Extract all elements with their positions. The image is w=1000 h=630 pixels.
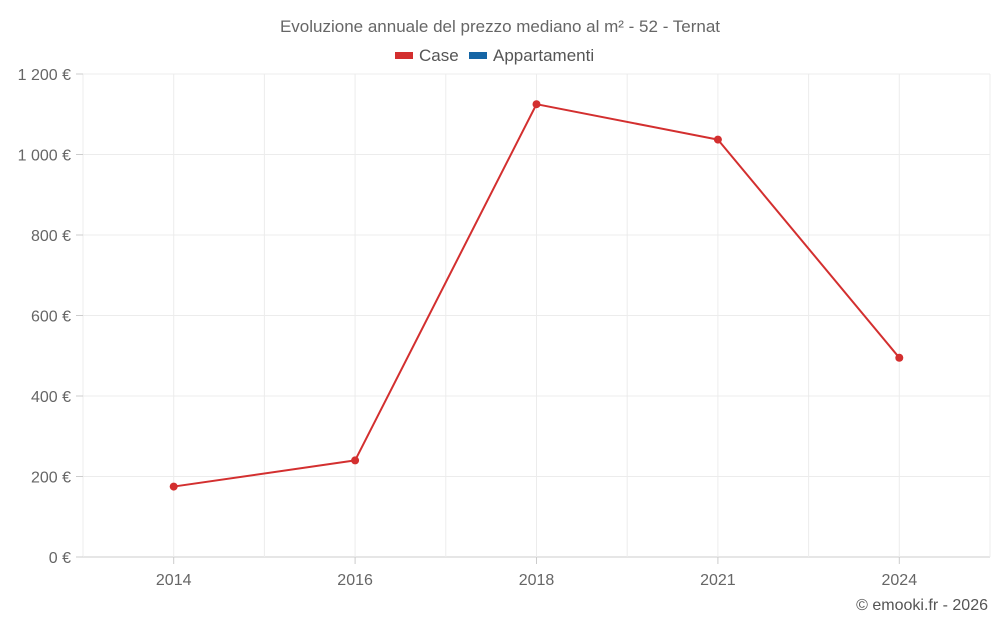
chart-title: Evoluzione annuale del prezzo mediano al… bbox=[280, 17, 720, 36]
legend-swatch-appartamenti[interactable] bbox=[469, 52, 487, 59]
x-tick-label: 2024 bbox=[882, 572, 918, 589]
y-axis: 0 € 200 € 400 € 600 € 800 € 1 000 € 1 200 € bbox=[18, 67, 83, 567]
x-tick-label: 2021 bbox=[700, 572, 736, 589]
y-tick-label: 1 000 € bbox=[18, 148, 71, 165]
data-point-case[interactable] bbox=[169, 482, 178, 491]
y-tick-label: 1 200 € bbox=[18, 67, 71, 84]
series-layer bbox=[169, 100, 904, 491]
legend[interactable]: Case Appartamenti bbox=[395, 46, 594, 65]
x-tick-label: 2016 bbox=[337, 572, 373, 589]
y-tick-label: 800 € bbox=[31, 228, 71, 245]
legend-label-appartamenti[interactable]: Appartamenti bbox=[493, 46, 594, 65]
x-axis: 2014 2016 2018 2021 2024 bbox=[156, 557, 917, 589]
x-tick-label: 2018 bbox=[519, 572, 555, 589]
legend-swatch-case[interactable] bbox=[395, 52, 413, 59]
y-tick-label: 0 € bbox=[49, 550, 71, 567]
y-tick-label: 600 € bbox=[31, 309, 71, 326]
data-point-case[interactable] bbox=[532, 100, 541, 109]
legend-label-case[interactable]: Case bbox=[419, 46, 459, 65]
y-tick-label: 200 € bbox=[31, 470, 71, 487]
x-tick-label: 2014 bbox=[156, 572, 192, 589]
data-point-case[interactable] bbox=[713, 135, 722, 144]
grid bbox=[82, 73, 991, 558]
y-tick-label: 400 € bbox=[31, 389, 71, 406]
data-point-case[interactable] bbox=[351, 456, 360, 465]
credit-text: © emooki.fr - 2026 bbox=[856, 597, 988, 614]
data-point-case[interactable] bbox=[895, 353, 904, 362]
